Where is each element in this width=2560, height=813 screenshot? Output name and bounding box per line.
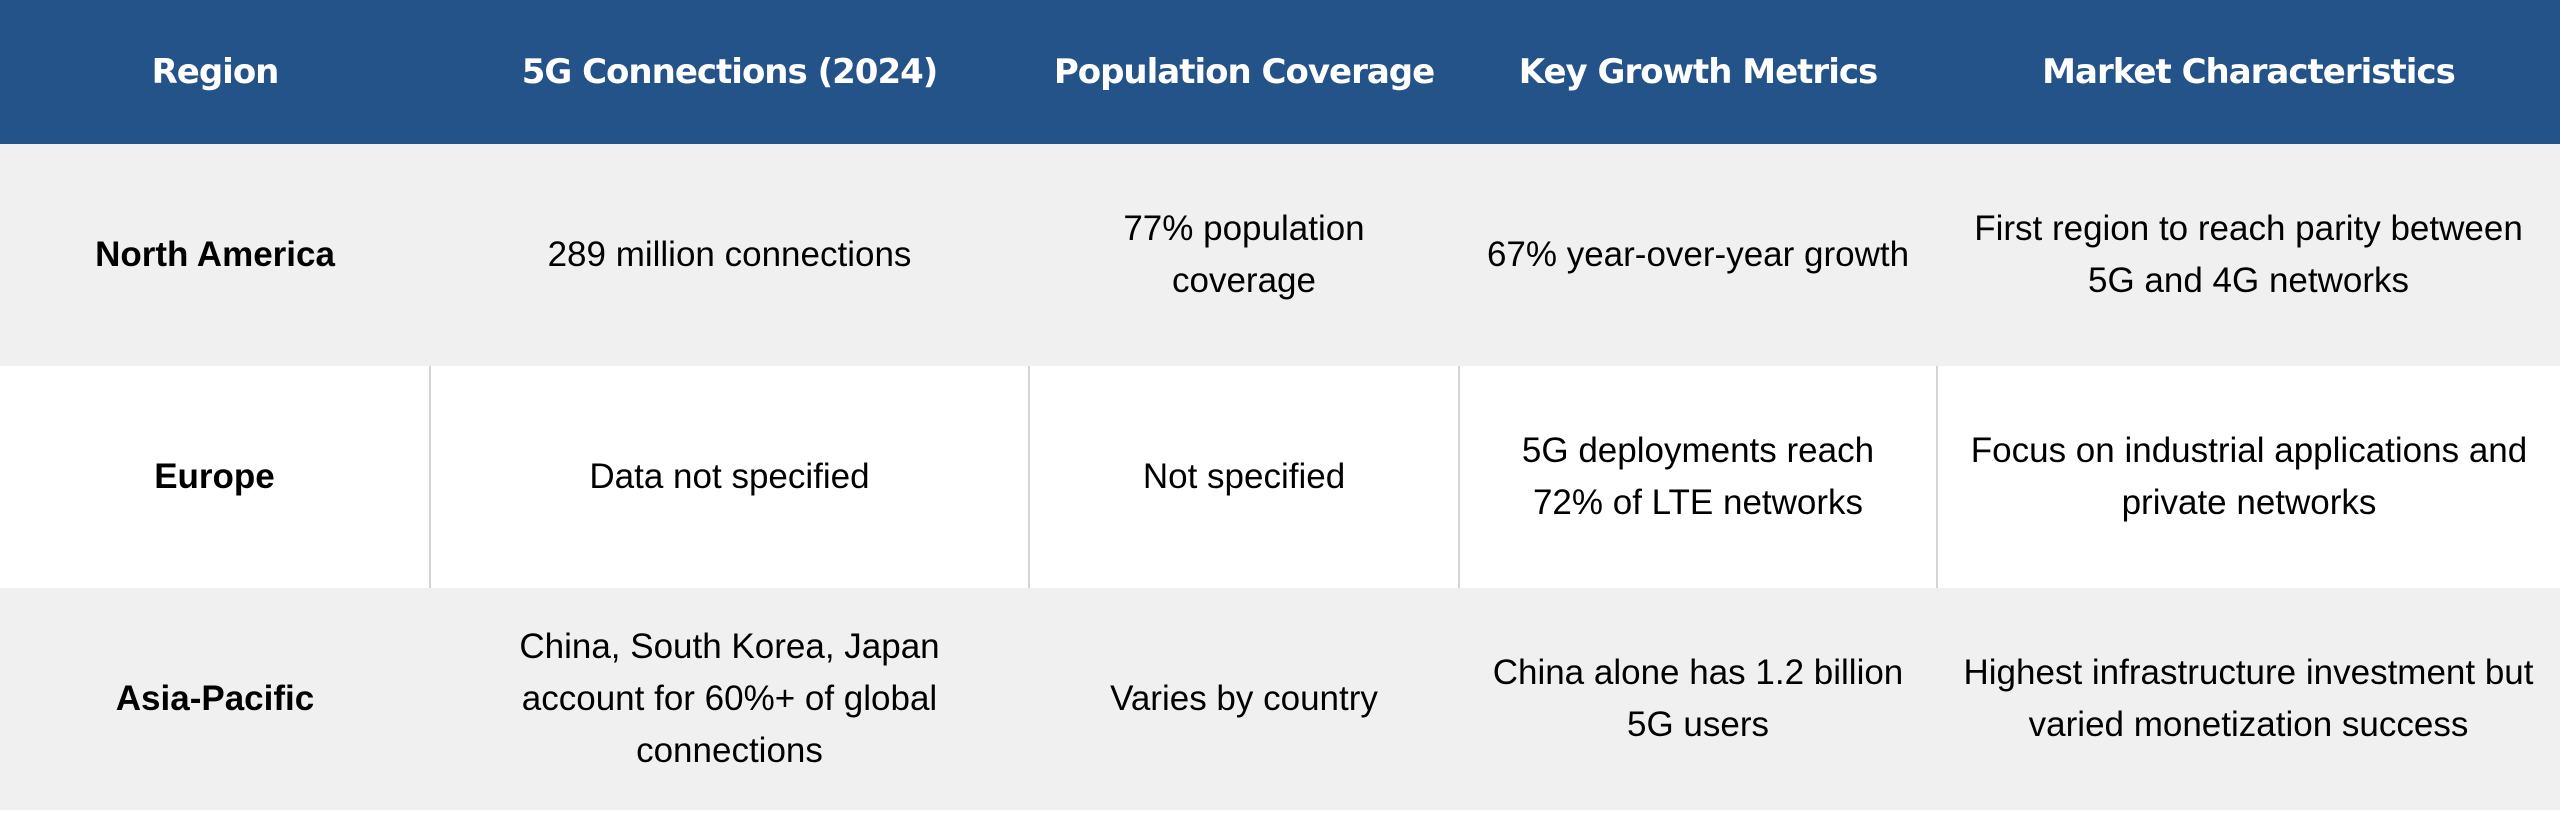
growth-cell: 5G deployments reach 72% of LTE networks: [1458, 366, 1937, 588]
table-row: Asia-Pacific China, South Korea, Japan a…: [0, 588, 2560, 810]
coverage-cell: Varies by country: [1110, 679, 1378, 718]
market-cell: First region to reach parity between 5G …: [1974, 209, 2523, 300]
coverage-cell: Not specified: [1028, 366, 1459, 588]
header-population-coverage: Population Coverage: [1053, 52, 1435, 92]
connections-cell: 289 million connections: [547, 235, 912, 274]
header-5g-connections: 5G Connections (2024): [521, 52, 939, 92]
table-row: Europe Data not specified Not specified …: [0, 366, 2560, 588]
growth-cell: 67% year-over-year growth: [1486, 235, 1910, 274]
header-key-growth-metrics: Key Growth Metrics: [1518, 52, 1879, 92]
header-market-characteristics: Market Characteristics: [2042, 52, 2456, 92]
header-row: Region 5G Connections (2024) Population …: [0, 0, 2560, 144]
connections-cell: Data not specified: [429, 366, 1029, 588]
connections-cell: China, South Korea, Japan account for 60…: [519, 627, 940, 770]
table-row: North America 289 million connections 77…: [0, 144, 2560, 366]
header-region: Region: [151, 52, 280, 92]
growth-cell: China alone has 1.2 billion 5G users: [1492, 653, 1904, 744]
market-cell: Highest infrastructure investment but va…: [1963, 653, 2534, 744]
market-cell: Focus on industrial applications and pri…: [1936, 366, 2560, 588]
coverage-cell: 77% population coverage: [1123, 209, 1365, 300]
region-cell: North America: [95, 235, 335, 274]
region-cell: Europe: [154, 457, 275, 496]
region-cell: Asia-Pacific: [115, 679, 315, 718]
